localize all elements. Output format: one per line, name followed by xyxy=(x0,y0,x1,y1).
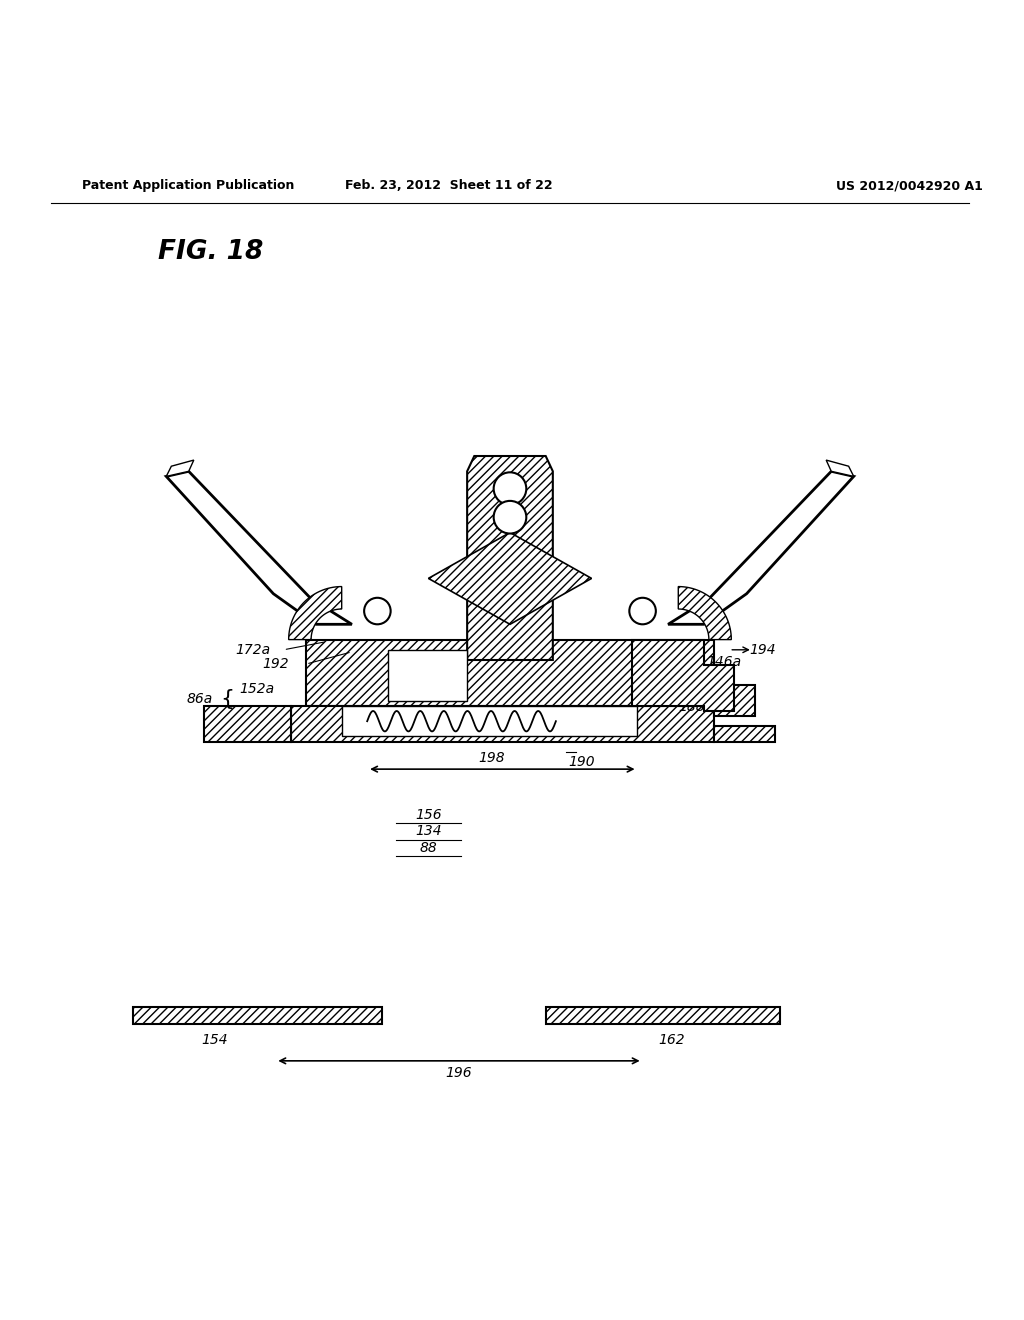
Text: 156: 156 xyxy=(415,808,441,822)
Text: {: { xyxy=(220,689,234,709)
Text: 146a: 146a xyxy=(707,655,741,669)
Polygon shape xyxy=(678,586,731,640)
Polygon shape xyxy=(428,532,592,624)
Polygon shape xyxy=(826,461,854,477)
Text: Feb. 23, 2012  Sheet 11 of 22: Feb. 23, 2012 Sheet 11 of 22 xyxy=(345,180,553,193)
Polygon shape xyxy=(291,706,714,742)
Text: Patent Application Publication: Patent Application Publication xyxy=(82,180,294,193)
Text: 186: 186 xyxy=(688,685,715,700)
Text: 134: 134 xyxy=(415,825,441,838)
Polygon shape xyxy=(714,685,755,715)
Polygon shape xyxy=(546,1007,780,1024)
Circle shape xyxy=(494,500,526,533)
Text: 198: 198 xyxy=(478,751,505,764)
Text: 188: 188 xyxy=(678,700,705,714)
Text: 162: 162 xyxy=(657,1034,684,1048)
Polygon shape xyxy=(388,649,467,701)
Text: 190: 190 xyxy=(568,755,595,770)
Polygon shape xyxy=(342,706,638,737)
Text: 196: 196 xyxy=(445,1067,472,1080)
Text: 172a: 172a xyxy=(236,643,270,657)
Polygon shape xyxy=(467,455,553,660)
Text: US 2012/0042920 A1: US 2012/0042920 A1 xyxy=(837,180,983,193)
Polygon shape xyxy=(289,586,342,640)
Text: 152a: 152a xyxy=(240,681,274,696)
Circle shape xyxy=(365,598,390,624)
Text: FIG. 18: FIG. 18 xyxy=(158,239,263,265)
Polygon shape xyxy=(204,706,291,742)
Polygon shape xyxy=(166,471,352,624)
Text: 88: 88 xyxy=(420,841,437,854)
Circle shape xyxy=(630,598,655,624)
Polygon shape xyxy=(166,461,194,477)
Circle shape xyxy=(494,473,526,506)
Polygon shape xyxy=(714,726,775,742)
Polygon shape xyxy=(132,1007,383,1024)
Polygon shape xyxy=(306,640,714,706)
Polygon shape xyxy=(633,640,734,711)
Text: 192: 192 xyxy=(262,657,289,671)
Text: 154: 154 xyxy=(201,1034,227,1048)
Text: 86a: 86a xyxy=(186,692,213,706)
Text: 194: 194 xyxy=(750,643,776,657)
Polygon shape xyxy=(668,471,854,624)
